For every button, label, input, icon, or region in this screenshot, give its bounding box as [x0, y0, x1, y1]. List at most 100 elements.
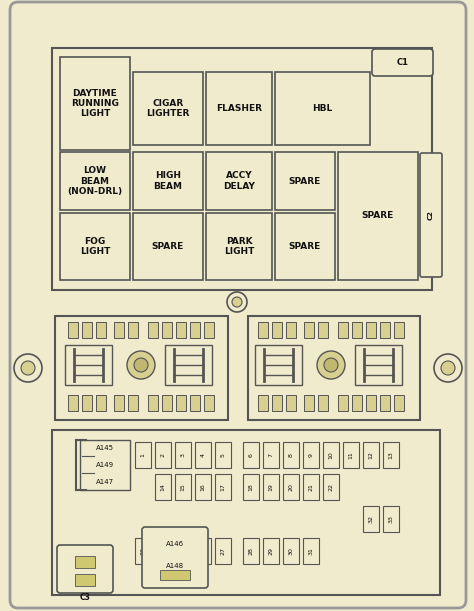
Bar [363, 506, 379, 532]
Text: 23: 23 [140, 547, 146, 555]
Bar [135, 442, 151, 468]
Circle shape [441, 361, 455, 375]
Bar [272, 395, 282, 411]
Bar [75, 556, 95, 568]
FancyBboxPatch shape [10, 2, 466, 608]
Bar [338, 152, 418, 280]
Text: 25: 25 [181, 547, 185, 555]
Bar [380, 322, 390, 338]
Text: 31: 31 [309, 547, 313, 555]
Bar [258, 322, 268, 338]
Bar [338, 322, 348, 338]
Circle shape [227, 292, 247, 312]
Text: A146: A146 [166, 541, 184, 547]
Bar [60, 57, 130, 150]
Text: 4: 4 [201, 453, 206, 457]
Bar [275, 72, 370, 145]
Bar [243, 474, 259, 500]
Bar [243, 538, 259, 564]
Bar [60, 152, 130, 210]
Bar [263, 474, 279, 500]
Bar [175, 538, 191, 564]
Text: 16: 16 [201, 483, 206, 491]
Bar [380, 395, 390, 411]
Text: SPARE: SPARE [289, 242, 321, 251]
FancyBboxPatch shape [372, 49, 433, 76]
Bar [352, 322, 362, 338]
Bar [215, 442, 231, 468]
Bar [165, 345, 212, 385]
Text: HIGH
BEAM: HIGH BEAM [154, 171, 182, 191]
Bar [355, 345, 402, 385]
Bar [195, 442, 211, 468]
Bar [148, 395, 158, 411]
Bar [286, 322, 296, 338]
Bar [275, 152, 335, 210]
Bar [243, 442, 259, 468]
Bar [148, 322, 158, 338]
Circle shape [127, 351, 155, 379]
Text: FLASHER: FLASHER [216, 104, 262, 113]
Bar [283, 474, 299, 500]
Bar [175, 474, 191, 500]
Text: ACCY
DELAY: ACCY DELAY [223, 171, 255, 191]
Bar [135, 538, 151, 564]
Bar [343, 442, 359, 468]
Circle shape [324, 358, 338, 372]
Bar [65, 345, 112, 385]
Bar [190, 395, 200, 411]
Text: 22: 22 [328, 483, 334, 491]
Bar [318, 395, 328, 411]
Bar [263, 538, 279, 564]
Bar [206, 72, 272, 145]
Bar [133, 72, 203, 145]
Bar [303, 538, 319, 564]
Bar [155, 538, 171, 564]
Text: LOW
BEAM
(NON-DRL): LOW BEAM (NON-DRL) [67, 166, 123, 196]
Text: A147: A147 [96, 479, 114, 485]
Bar [55, 316, 228, 420]
Text: 27: 27 [220, 547, 226, 555]
Bar [60, 213, 130, 280]
Text: DAYTIME
RUNNING
LIGHT: DAYTIME RUNNING LIGHT [71, 89, 119, 119]
Text: 2: 2 [161, 453, 165, 457]
Bar [68, 395, 78, 411]
Text: 12: 12 [368, 451, 374, 459]
Circle shape [232, 297, 242, 307]
Bar [304, 395, 314, 411]
Bar [96, 322, 106, 338]
Text: 20: 20 [289, 483, 293, 491]
Bar [128, 395, 138, 411]
Text: 15: 15 [181, 483, 185, 491]
Bar [366, 322, 376, 338]
Bar [195, 474, 211, 500]
Bar [68, 322, 78, 338]
Bar [352, 395, 362, 411]
Text: 10: 10 [328, 451, 334, 459]
Bar [286, 395, 296, 411]
Text: SPARE: SPARE [152, 242, 184, 251]
Bar [248, 316, 420, 420]
Text: 17: 17 [220, 483, 226, 491]
Bar [52, 430, 440, 595]
Bar [155, 474, 171, 500]
Bar [283, 538, 299, 564]
Bar [206, 152, 272, 210]
Bar [133, 152, 203, 210]
Text: A148: A148 [166, 563, 184, 569]
Bar [323, 442, 339, 468]
Bar [363, 442, 379, 468]
Text: 6: 6 [248, 453, 254, 457]
Bar [162, 322, 172, 338]
Bar [275, 213, 335, 280]
Text: 30: 30 [289, 547, 293, 555]
Text: 18: 18 [248, 483, 254, 491]
Text: 7: 7 [268, 453, 273, 457]
FancyBboxPatch shape [57, 545, 113, 593]
Bar [114, 322, 124, 338]
Circle shape [14, 354, 42, 382]
Bar [304, 322, 314, 338]
Bar [190, 322, 200, 338]
Bar [82, 322, 92, 338]
Bar [155, 442, 171, 468]
